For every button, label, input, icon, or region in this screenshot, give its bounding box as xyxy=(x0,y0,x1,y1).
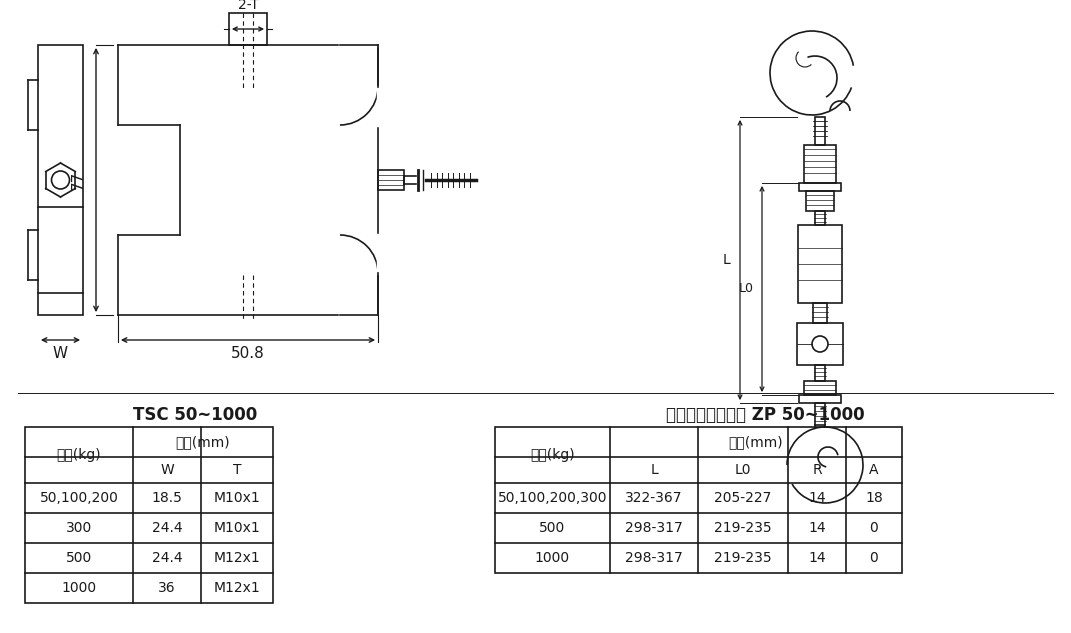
Text: 1000: 1000 xyxy=(61,581,96,595)
Text: 18: 18 xyxy=(865,491,883,505)
Text: 50.8: 50.8 xyxy=(231,346,265,361)
Text: 18.5: 18.5 xyxy=(152,491,182,505)
Bar xyxy=(806,191,834,211)
Text: M10x1: M10x1 xyxy=(213,491,260,505)
Text: 容量(kg): 容量(kg) xyxy=(530,448,575,462)
Text: 77: 77 xyxy=(71,170,86,190)
Bar xyxy=(799,183,841,191)
Bar xyxy=(495,427,902,573)
Text: M12x1: M12x1 xyxy=(213,581,260,595)
Bar xyxy=(37,45,82,315)
Bar xyxy=(25,427,273,603)
Text: 关节轴承式连接件 ZP 50~1000: 关节轴承式连接件 ZP 50~1000 xyxy=(666,406,864,424)
Bar xyxy=(378,170,404,190)
Text: L0: L0 xyxy=(739,282,754,296)
Text: 219-235: 219-235 xyxy=(714,551,772,565)
Bar xyxy=(815,365,825,381)
Bar xyxy=(798,225,842,303)
Text: 0: 0 xyxy=(870,521,878,535)
Text: 容量(kg): 容量(kg) xyxy=(57,448,102,462)
Text: L0: L0 xyxy=(735,463,751,477)
Text: 298-317: 298-317 xyxy=(625,521,683,535)
Text: 50,100,200,300: 50,100,200,300 xyxy=(498,491,607,505)
Text: 尺寸(mm): 尺寸(mm) xyxy=(176,435,230,449)
Bar xyxy=(815,117,825,145)
Text: L: L xyxy=(650,463,658,477)
Bar xyxy=(804,145,836,183)
Text: 14: 14 xyxy=(809,551,826,565)
Text: W: W xyxy=(161,463,174,477)
Bar xyxy=(815,403,825,425)
Bar xyxy=(797,323,843,365)
Text: 500: 500 xyxy=(66,551,92,565)
Text: A: A xyxy=(870,463,878,477)
Text: R: R xyxy=(812,463,821,477)
Text: 205-227: 205-227 xyxy=(714,491,772,505)
Text: 219-235: 219-235 xyxy=(714,521,772,535)
Text: 36: 36 xyxy=(159,581,176,595)
Text: L: L xyxy=(722,253,730,267)
Text: 322-367: 322-367 xyxy=(625,491,682,505)
Bar xyxy=(799,395,841,403)
Text: TSC 50~1000: TSC 50~1000 xyxy=(133,406,257,424)
Text: 300: 300 xyxy=(66,521,92,535)
Text: 尺寸(mm): 尺寸(mm) xyxy=(728,435,783,449)
Text: 500: 500 xyxy=(540,521,565,535)
Bar xyxy=(229,13,267,45)
Text: M10x1: M10x1 xyxy=(213,521,260,535)
Text: T: T xyxy=(232,463,241,477)
Text: 14: 14 xyxy=(809,491,826,505)
Text: 298-317: 298-317 xyxy=(625,551,683,565)
Bar xyxy=(804,381,836,395)
Text: 24.4: 24.4 xyxy=(152,521,182,535)
Text: 50,100,200: 50,100,200 xyxy=(40,491,119,505)
Text: 2-T: 2-T xyxy=(238,0,258,12)
Bar xyxy=(813,303,827,323)
Text: 0: 0 xyxy=(870,551,878,565)
Text: 24.4: 24.4 xyxy=(152,551,182,565)
Text: W: W xyxy=(52,346,69,361)
Text: M12x1: M12x1 xyxy=(213,551,260,565)
Text: 1000: 1000 xyxy=(534,551,570,565)
Text: 14: 14 xyxy=(809,521,826,535)
Bar xyxy=(815,211,825,225)
